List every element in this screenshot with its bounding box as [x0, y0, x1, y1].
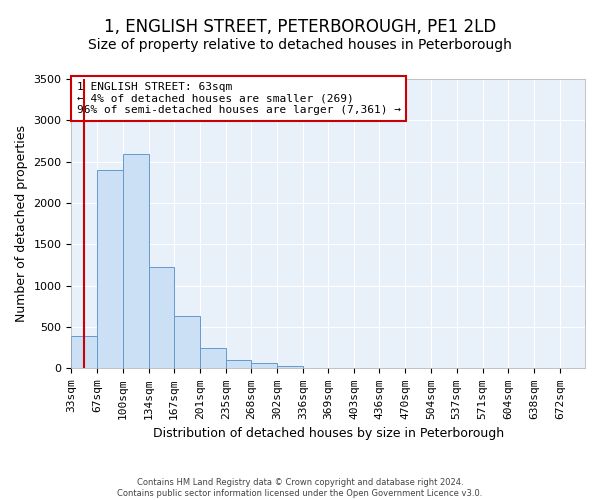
Text: Size of property relative to detached houses in Peterborough: Size of property relative to detached ho… [88, 38, 512, 52]
Y-axis label: Number of detached properties: Number of detached properties [15, 125, 28, 322]
Bar [97, 170, 122, 368]
Text: Contains HM Land Registry data © Crown copyright and database right 2024.
Contai: Contains HM Land Registry data © Crown c… [118, 478, 482, 498]
Text: 1 ENGLISH STREET: 63sqm
← 4% of detached houses are smaller (269)
96% of semi-de: 1 ENGLISH STREET: 63sqm ← 4% of detached… [77, 82, 401, 115]
Bar [149, 266, 174, 368]
Bar [122, 154, 149, 368]
Bar [226, 360, 251, 368]
Bar [71, 336, 97, 368]
Bar [277, 366, 303, 368]
Bar [174, 316, 200, 368]
Bar [200, 348, 226, 368]
X-axis label: Distribution of detached houses by size in Peterborough: Distribution of detached houses by size … [152, 427, 504, 440]
Text: 1, ENGLISH STREET, PETERBOROUGH, PE1 2LD: 1, ENGLISH STREET, PETERBOROUGH, PE1 2LD [104, 18, 496, 36]
Bar [251, 363, 277, 368]
